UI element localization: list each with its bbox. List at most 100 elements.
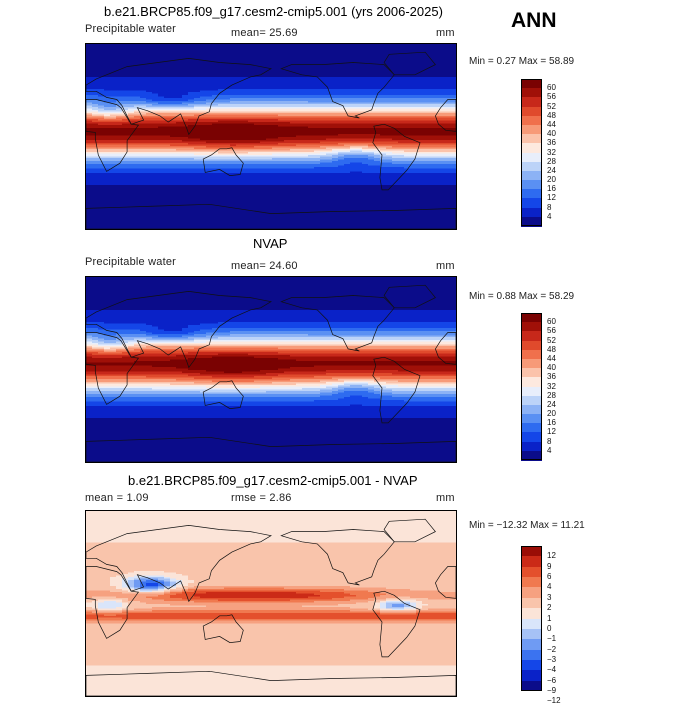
colorbar-swatch <box>521 161 542 172</box>
coastline <box>86 58 272 136</box>
coastline <box>86 99 140 172</box>
season-label: ANN <box>511 9 557 33</box>
colorbar-tick-label: 20 <box>547 410 556 418</box>
panel-diff-title: b.e21.BRCP85.f09_g17.cesm2-cmip5.001 - N… <box>128 473 418 488</box>
colorbar-swatch <box>521 340 542 351</box>
colorbar-tick-label: 48 <box>547 111 556 120</box>
coastline <box>372 356 421 424</box>
colorbar-swatch <box>521 608 542 619</box>
coastline <box>202 380 244 409</box>
colorbar-tick-label: 24 <box>547 166 556 175</box>
colorbar-swatch <box>521 97 542 108</box>
colorbar-tick-label: 8 <box>547 203 551 212</box>
colorbar-tick-label: 0 <box>547 624 551 633</box>
colorbar-swatch <box>521 124 542 135</box>
coastline <box>280 62 395 119</box>
colorbar-tick-label: 44 <box>547 120 556 129</box>
colorbar-tick-label: 12 <box>547 194 556 202</box>
colorbar-swatch <box>521 216 542 227</box>
colorbar-swatch <box>521 106 542 117</box>
panel-diff-mean-label: mean = 1.09 <box>85 492 149 504</box>
colorbar-frame <box>521 546 542 691</box>
coastline <box>202 614 244 643</box>
colorbar-swatch <box>521 680 542 692</box>
panel-model-minmax: Min = 0.27 Max = 58.89 <box>469 56 574 67</box>
coastline <box>86 525 272 603</box>
panel-diff-rmse-label: rmse = 2.86 <box>231 492 292 504</box>
colorbar-swatch <box>521 115 542 126</box>
colorbar-tick-label: 9 <box>547 562 551 571</box>
colorbar-swatch <box>521 566 542 578</box>
panel-obs-title: NVAP <box>253 236 287 251</box>
colorbar-swatch <box>521 79 542 89</box>
colorbar-tick-label: −12 <box>547 697 561 705</box>
colorbar-tick-label: 44 <box>547 354 556 363</box>
colorbar-swatch <box>521 432 542 443</box>
colorbar-tick-label: 2 <box>547 604 551 612</box>
colorbar-tick-label: 6 <box>547 573 551 581</box>
colorbar-tick-label: −3 <box>547 655 556 664</box>
colorbar-swatch <box>521 180 542 190</box>
colorbar-tick-label: 8 <box>547 437 551 446</box>
panel-model-title: b.e21.BRCP85.f09_g17.cesm2-cmip5.001 (yr… <box>104 4 443 19</box>
colorbar-swatch <box>521 546 542 557</box>
colorbar-tick-label: 60 <box>547 84 556 92</box>
colorbar-tick-label: 48 <box>547 345 556 354</box>
colorbar-tick-label: 32 <box>547 382 556 391</box>
colorbar-tick-label: 24 <box>547 400 556 409</box>
colorbar-swatch <box>521 143 542 153</box>
panel-diff-minmax: Min = −12.32 Max = 11.21 <box>469 520 585 531</box>
colorbar-tick-label: 1 <box>547 614 551 623</box>
colorbar-swatch <box>521 404 542 415</box>
colorbar-swatch <box>521 395 542 406</box>
colorbar-swatch <box>521 331 542 342</box>
colorbar-swatch <box>521 313 542 323</box>
colorbar-tick-label: 4 <box>547 212 551 221</box>
colorbar-tick-label: 60 <box>547 318 556 326</box>
colorbar-swatch <box>521 349 542 360</box>
coastline <box>86 332 140 405</box>
colorbar-swatch <box>521 386 542 397</box>
panel-model-variable-label: Precipitable water <box>85 23 176 35</box>
colorbar-swatch <box>521 189 542 199</box>
coastline <box>372 123 421 191</box>
colorbar-tick-label: 12 <box>547 552 556 560</box>
colorbar-tick-label: 52 <box>547 102 556 111</box>
coastline <box>86 436 456 462</box>
colorbar-frame <box>521 79 542 226</box>
coastline <box>383 51 436 76</box>
panel-diff-map <box>85 510 457 697</box>
panel-obs-minmax: Min = 0.88 Max = 58.29 <box>469 291 574 302</box>
coastline <box>435 566 456 599</box>
colorbar-swatch <box>521 639 542 651</box>
colorbar-swatch <box>521 618 542 630</box>
panel-model-unit-label: mm <box>436 27 455 39</box>
colorbar-tick-label: 28 <box>547 391 556 400</box>
colorbar-tick-label: −2 <box>547 645 556 654</box>
colorbar-tick-label: 36 <box>547 139 556 147</box>
panel-obs-map <box>85 276 457 463</box>
panel-obs-colorbar: 60 56 52 48 44 40 36 32 28 24 20 16 12 8 4 <box>521 313 581 461</box>
colorbar-swatch <box>521 659 542 671</box>
colorbar-tick-label: 32 <box>547 148 556 157</box>
colorbar-swatch <box>521 322 542 332</box>
colorbar-tick-label: −4 <box>547 666 556 674</box>
coastline <box>86 203 456 229</box>
panel-model-mean-label: mean= 25.69 <box>231 27 298 39</box>
colorbar-swatch <box>521 649 542 661</box>
colorbar-swatch <box>521 358 542 369</box>
colorbar-swatch <box>521 88 542 98</box>
coastline <box>280 529 395 586</box>
colorbar-tick-label: 40 <box>547 364 556 372</box>
colorbar-swatch <box>521 152 542 163</box>
colorbar-tick-label: 20 <box>547 176 556 184</box>
coastline <box>202 147 244 176</box>
colorbar-swatch <box>521 423 542 433</box>
colorbar-swatch <box>521 628 542 640</box>
panel-obs-unit-label: mm <box>436 260 455 272</box>
colorbar-tick-label: 56 <box>547 327 556 335</box>
colorbar-tick-label: 3 <box>547 593 551 602</box>
colorbar-tick-label: 40 <box>547 130 556 138</box>
panel-obs-mean-label: mean= 24.60 <box>231 260 298 272</box>
coastline <box>86 566 140 639</box>
